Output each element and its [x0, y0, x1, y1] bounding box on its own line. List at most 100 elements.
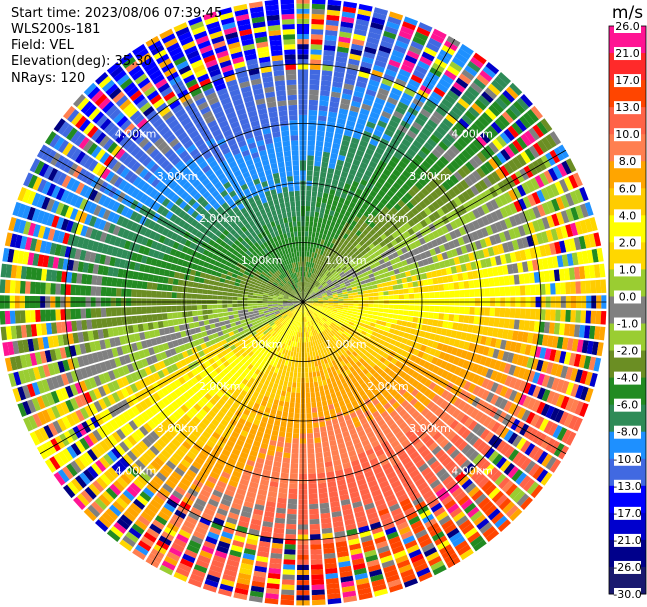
range-gate [337, 253, 343, 260]
range-gate [231, 448, 241, 456]
range-gate [203, 507, 216, 517]
range-gate [309, 326, 312, 332]
range-gate [332, 328, 338, 334]
range-gate [393, 304, 400, 310]
range-gate [279, 364, 285, 370]
range-gate [414, 153, 424, 164]
range-gate [311, 262, 315, 269]
range-gate [457, 167, 468, 179]
range-gate [286, 523, 297, 530]
range-gate [426, 119, 438, 129]
range-gate [392, 168, 402, 178]
range-gate [306, 326, 309, 333]
range-gate [345, 194, 353, 202]
range-gate [261, 437, 270, 445]
range-gate [356, 582, 371, 591]
range-gate [328, 299, 334, 302]
range-gate [360, 280, 366, 285]
range-gate [398, 68, 411, 78]
range-gate [395, 376, 404, 384]
range-gate [464, 527, 478, 539]
range-gate [343, 278, 349, 283]
range-gate [313, 324, 318, 330]
range-gate [382, 206, 390, 214]
range-gate [333, 302, 339, 305]
range-gate [332, 295, 339, 298]
range-gate [326, 264, 331, 270]
range-gate [502, 351, 510, 362]
range-gate [554, 181, 565, 195]
range-gate [337, 484, 348, 491]
range-gate [464, 306, 470, 315]
range-gate [356, 385, 363, 393]
range-gate [438, 491, 451, 502]
range-gate [351, 557, 365, 566]
range-gate [359, 488, 370, 496]
range-gate [294, 412, 300, 419]
range-gate [461, 164, 472, 176]
range-gate [476, 518, 490, 531]
range-gate [308, 362, 312, 368]
range-gate [307, 298, 313, 301]
range-gate [315, 457, 324, 464]
range-gate [524, 148, 536, 162]
range-gate [425, 438, 435, 448]
range-gate [372, 198, 380, 206]
range-gate [312, 313, 317, 319]
range-gate [287, 350, 291, 357]
range-gate [212, 517, 225, 526]
range-gate [287, 340, 292, 346]
range-gate [326, 339, 332, 346]
range-gate [362, 327, 369, 333]
range-gate [591, 248, 599, 263]
range-gate [472, 219, 481, 230]
range-gate [472, 423, 482, 434]
range-gate [388, 397, 397, 406]
range-gate [406, 394, 415, 403]
range-gate [528, 127, 540, 141]
range-gate [431, 148, 442, 159]
range-gate [411, 207, 420, 216]
range-gate [311, 293, 316, 297]
range-gate [320, 310, 326, 314]
range-gate [308, 302, 314, 304]
range-gate [430, 190, 440, 200]
range-gate [474, 307, 480, 316]
range-gate [266, 402, 273, 409]
range-gate [380, 40, 394, 49]
range-gate [472, 374, 481, 385]
range-gate [322, 293, 328, 297]
range-gate [355, 171, 364, 179]
range-gate [342, 364, 349, 371]
range-gate [519, 249, 527, 261]
range-gate [368, 243, 376, 250]
range-gate [417, 260, 425, 268]
range-gate [316, 264, 321, 270]
range-gate [342, 166, 350, 174]
range-gate [433, 86, 446, 98]
range-gate [556, 211, 565, 225]
range-gate [418, 237, 427, 245]
range-gate [420, 252, 427, 260]
range-gate [425, 424, 435, 434]
range-gate [536, 232, 544, 245]
range-gate [543, 170, 554, 184]
range-gate [277, 436, 285, 443]
range-gate [349, 105, 360, 113]
range-gate [322, 296, 328, 299]
range-gate [308, 236, 312, 242]
range-gate [299, 322, 302, 328]
range-gate [285, 533, 296, 540]
range-gate [387, 362, 395, 370]
range-gate [435, 510, 449, 522]
range-gate [361, 203, 369, 211]
range-gate [585, 280, 592, 294]
range-gate [266, 496, 277, 503]
range-gate [347, 290, 353, 294]
range-gate [391, 381, 399, 389]
range-gate [527, 221, 536, 234]
range-gate [388, 583, 404, 593]
range-gate [260, 400, 268, 407]
range-gate [384, 68, 397, 78]
range-gate [308, 483, 317, 490]
